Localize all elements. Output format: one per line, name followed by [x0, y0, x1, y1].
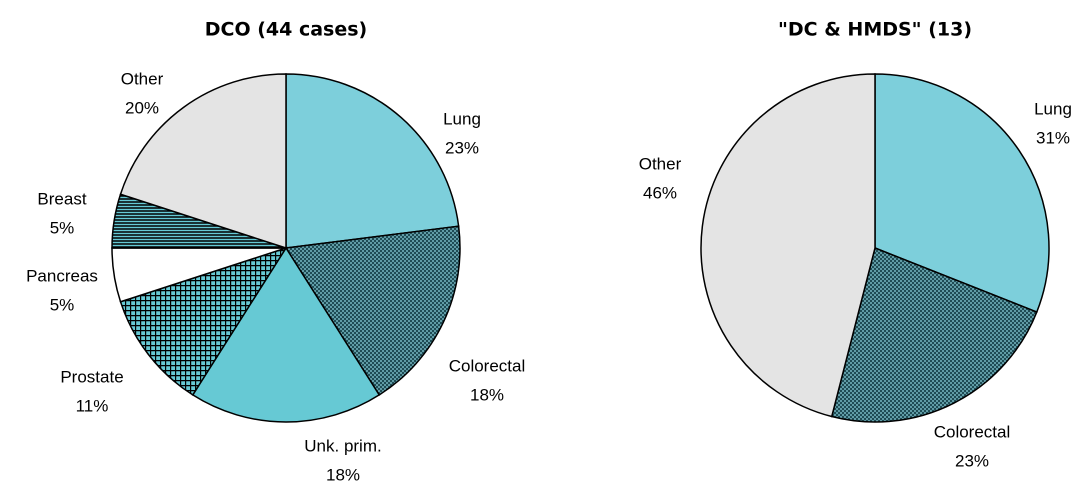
slice-label: Lung — [1034, 99, 1072, 118]
slice-value-label: 18% — [470, 385, 504, 404]
slice-value-label: 5% — [50, 295, 75, 314]
slice-value-label: 20% — [125, 98, 159, 117]
pie-slice — [119, 73, 287, 250]
slice-label: Lung — [443, 109, 481, 128]
slice-value-label: 46% — [643, 183, 677, 202]
pie-slice — [285, 73, 460, 249]
pie-slice — [284, 225, 461, 396]
slice-label: Colorectal — [449, 356, 526, 375]
slice-label: Breast — [37, 189, 86, 208]
slice-label: Prostate — [60, 367, 123, 386]
slice-value-label: 11% — [76, 396, 109, 415]
chart-title: "DC & HMDS" (13) — [778, 19, 972, 41]
slice-value-label: 31% — [1036, 128, 1070, 147]
pie-slice — [191, 246, 381, 423]
pie-slice — [119, 246, 288, 396]
slice-value-label: 18% — [326, 465, 360, 484]
slice-value-label: 23% — [445, 138, 479, 157]
pie-slice — [874, 73, 1050, 314]
slice-label: Colorectal — [934, 422, 1011, 441]
slice-label: Other — [639, 154, 682, 173]
slice-label: Unk. prim. — [304, 436, 381, 455]
pie-slice — [830, 246, 1038, 423]
chart-title: DCO (44 cases) — [205, 19, 368, 41]
slice-label: Other — [121, 69, 164, 88]
slice-value-label: 5% — [50, 218, 75, 237]
slice-label: Pancreas — [26, 266, 98, 285]
slice-value-label: 23% — [955, 451, 989, 470]
pie-slice — [700, 73, 876, 418]
